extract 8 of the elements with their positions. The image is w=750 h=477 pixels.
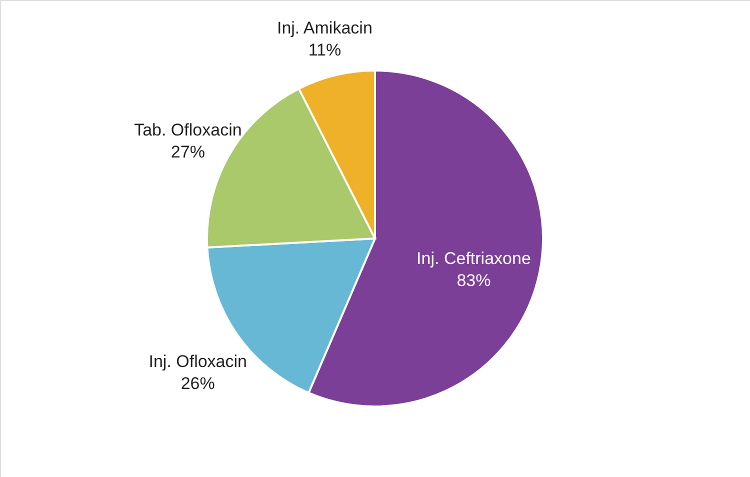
slice-label: Inj. Amikacin bbox=[276, 18, 372, 38]
slice-label: Inj. Ceftriaxone bbox=[416, 248, 531, 268]
data-label: 26% bbox=[180, 374, 215, 394]
slice-label: Tab. Ofloxacin bbox=[134, 120, 242, 140]
slice-label: Inj. Ofloxacin bbox=[148, 352, 247, 372]
data-label: 11% bbox=[308, 40, 342, 60]
data-label: 83% bbox=[456, 270, 491, 290]
data-label: 27% bbox=[170, 142, 205, 162]
